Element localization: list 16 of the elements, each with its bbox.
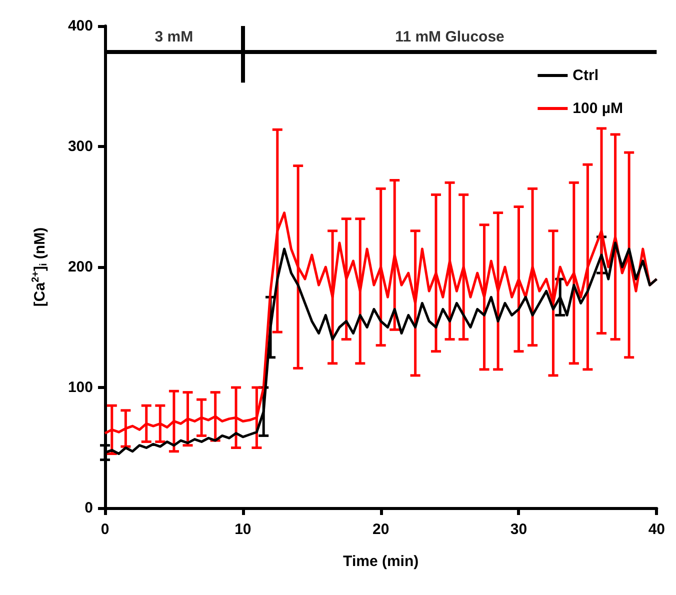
x-tick-label: 0 xyxy=(100,521,110,538)
y-tick-label: 0 xyxy=(84,500,93,516)
annotation: 11 mM Glucose xyxy=(395,28,504,46)
legend-label: Ctrl xyxy=(572,67,599,84)
y-tick-label: 200 xyxy=(68,258,93,276)
x-tick-label: 10 xyxy=(234,521,252,538)
y-tick-label: 300 xyxy=(68,138,93,155)
x-tick-label: 40 xyxy=(648,521,665,538)
x-tick-label: 20 xyxy=(372,521,390,538)
y-tick-label: 400 xyxy=(68,18,93,34)
x-tick-label: 30 xyxy=(510,521,528,538)
x-axis-title: Time (min) xyxy=(343,553,419,570)
legend-label: 100 µM xyxy=(572,100,624,117)
y-axis-title: [Ca2+]i (nM) xyxy=(30,227,50,307)
y-tick-label: 100 xyxy=(68,379,93,396)
annotation: 3 mM xyxy=(154,28,194,46)
